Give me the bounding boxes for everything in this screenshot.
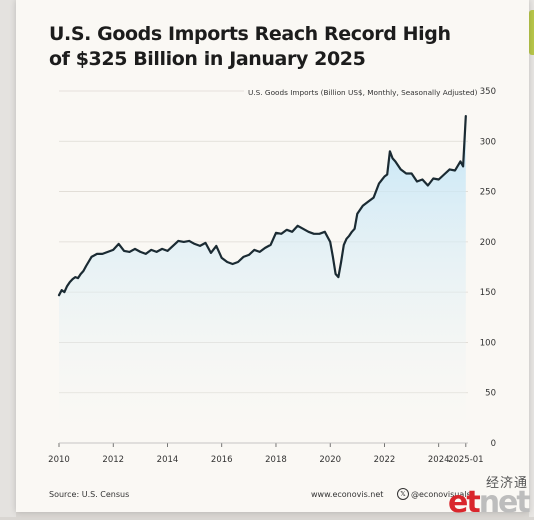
y-tick-label: 200 [480,238,496,248]
x-logo-icon: 𝕏 [397,488,409,500]
x-tick-label: 2012 [102,455,124,465]
x-tick-label: 2022 [374,455,396,465]
x-tick-label: 2020 [319,455,341,465]
chart-card: U.S. Goods Imports Reach Record High of … [16,0,529,512]
y-tick-label: 0 [491,439,496,449]
social-handle[interactable]: @econovisuals [411,490,471,499]
chart-title: U.S. Goods Imports Reach Record High of … [49,22,469,72]
etnet-watermark: 经济通 etnet [448,470,534,520]
etnet-logo: etnet [448,485,531,520]
etnet-logo-net: net [478,485,531,520]
y-tick-label: 350 [480,87,496,97]
source-note: Source: U.S. Census [49,490,130,499]
series-line [57,115,467,297]
x-tick-label: 2016 [211,455,233,465]
watermark-chinese-text: 经济通 [485,476,528,491]
y-tick-label: 100 [480,338,496,348]
y-axis-ticks: 0 50 100 150 200 250 300 350 [480,87,496,449]
chart-title-line2: of $325 Billion in January 2025 [49,48,366,70]
y-tick-label: 150 [480,288,496,298]
background-window-left [0,0,16,517]
x-tick-label: 2025-01 [448,455,484,465]
y-axis-label: U.S. Goods Imports (Billion US$, Monthly… [248,88,478,97]
y-tick-label: 300 [480,137,496,147]
y-tick-label: 50 [485,389,496,399]
series-area-fill [59,116,466,443]
x-tick-label: 2010 [48,455,70,465]
x-tick-label: 2018 [265,455,287,465]
x-tick-label: 2024 [428,455,450,465]
x-tick-label: 2014 [157,455,179,465]
background-accent-tab [529,10,534,55]
chart-title-line1: U.S. Goods Imports Reach Record High [49,23,451,45]
y-tick-label: 250 [480,188,496,198]
website-link[interactable]: www.econovis.net [311,490,384,499]
etnet-logo-et: et [448,485,481,520]
background-window-right [529,0,534,517]
